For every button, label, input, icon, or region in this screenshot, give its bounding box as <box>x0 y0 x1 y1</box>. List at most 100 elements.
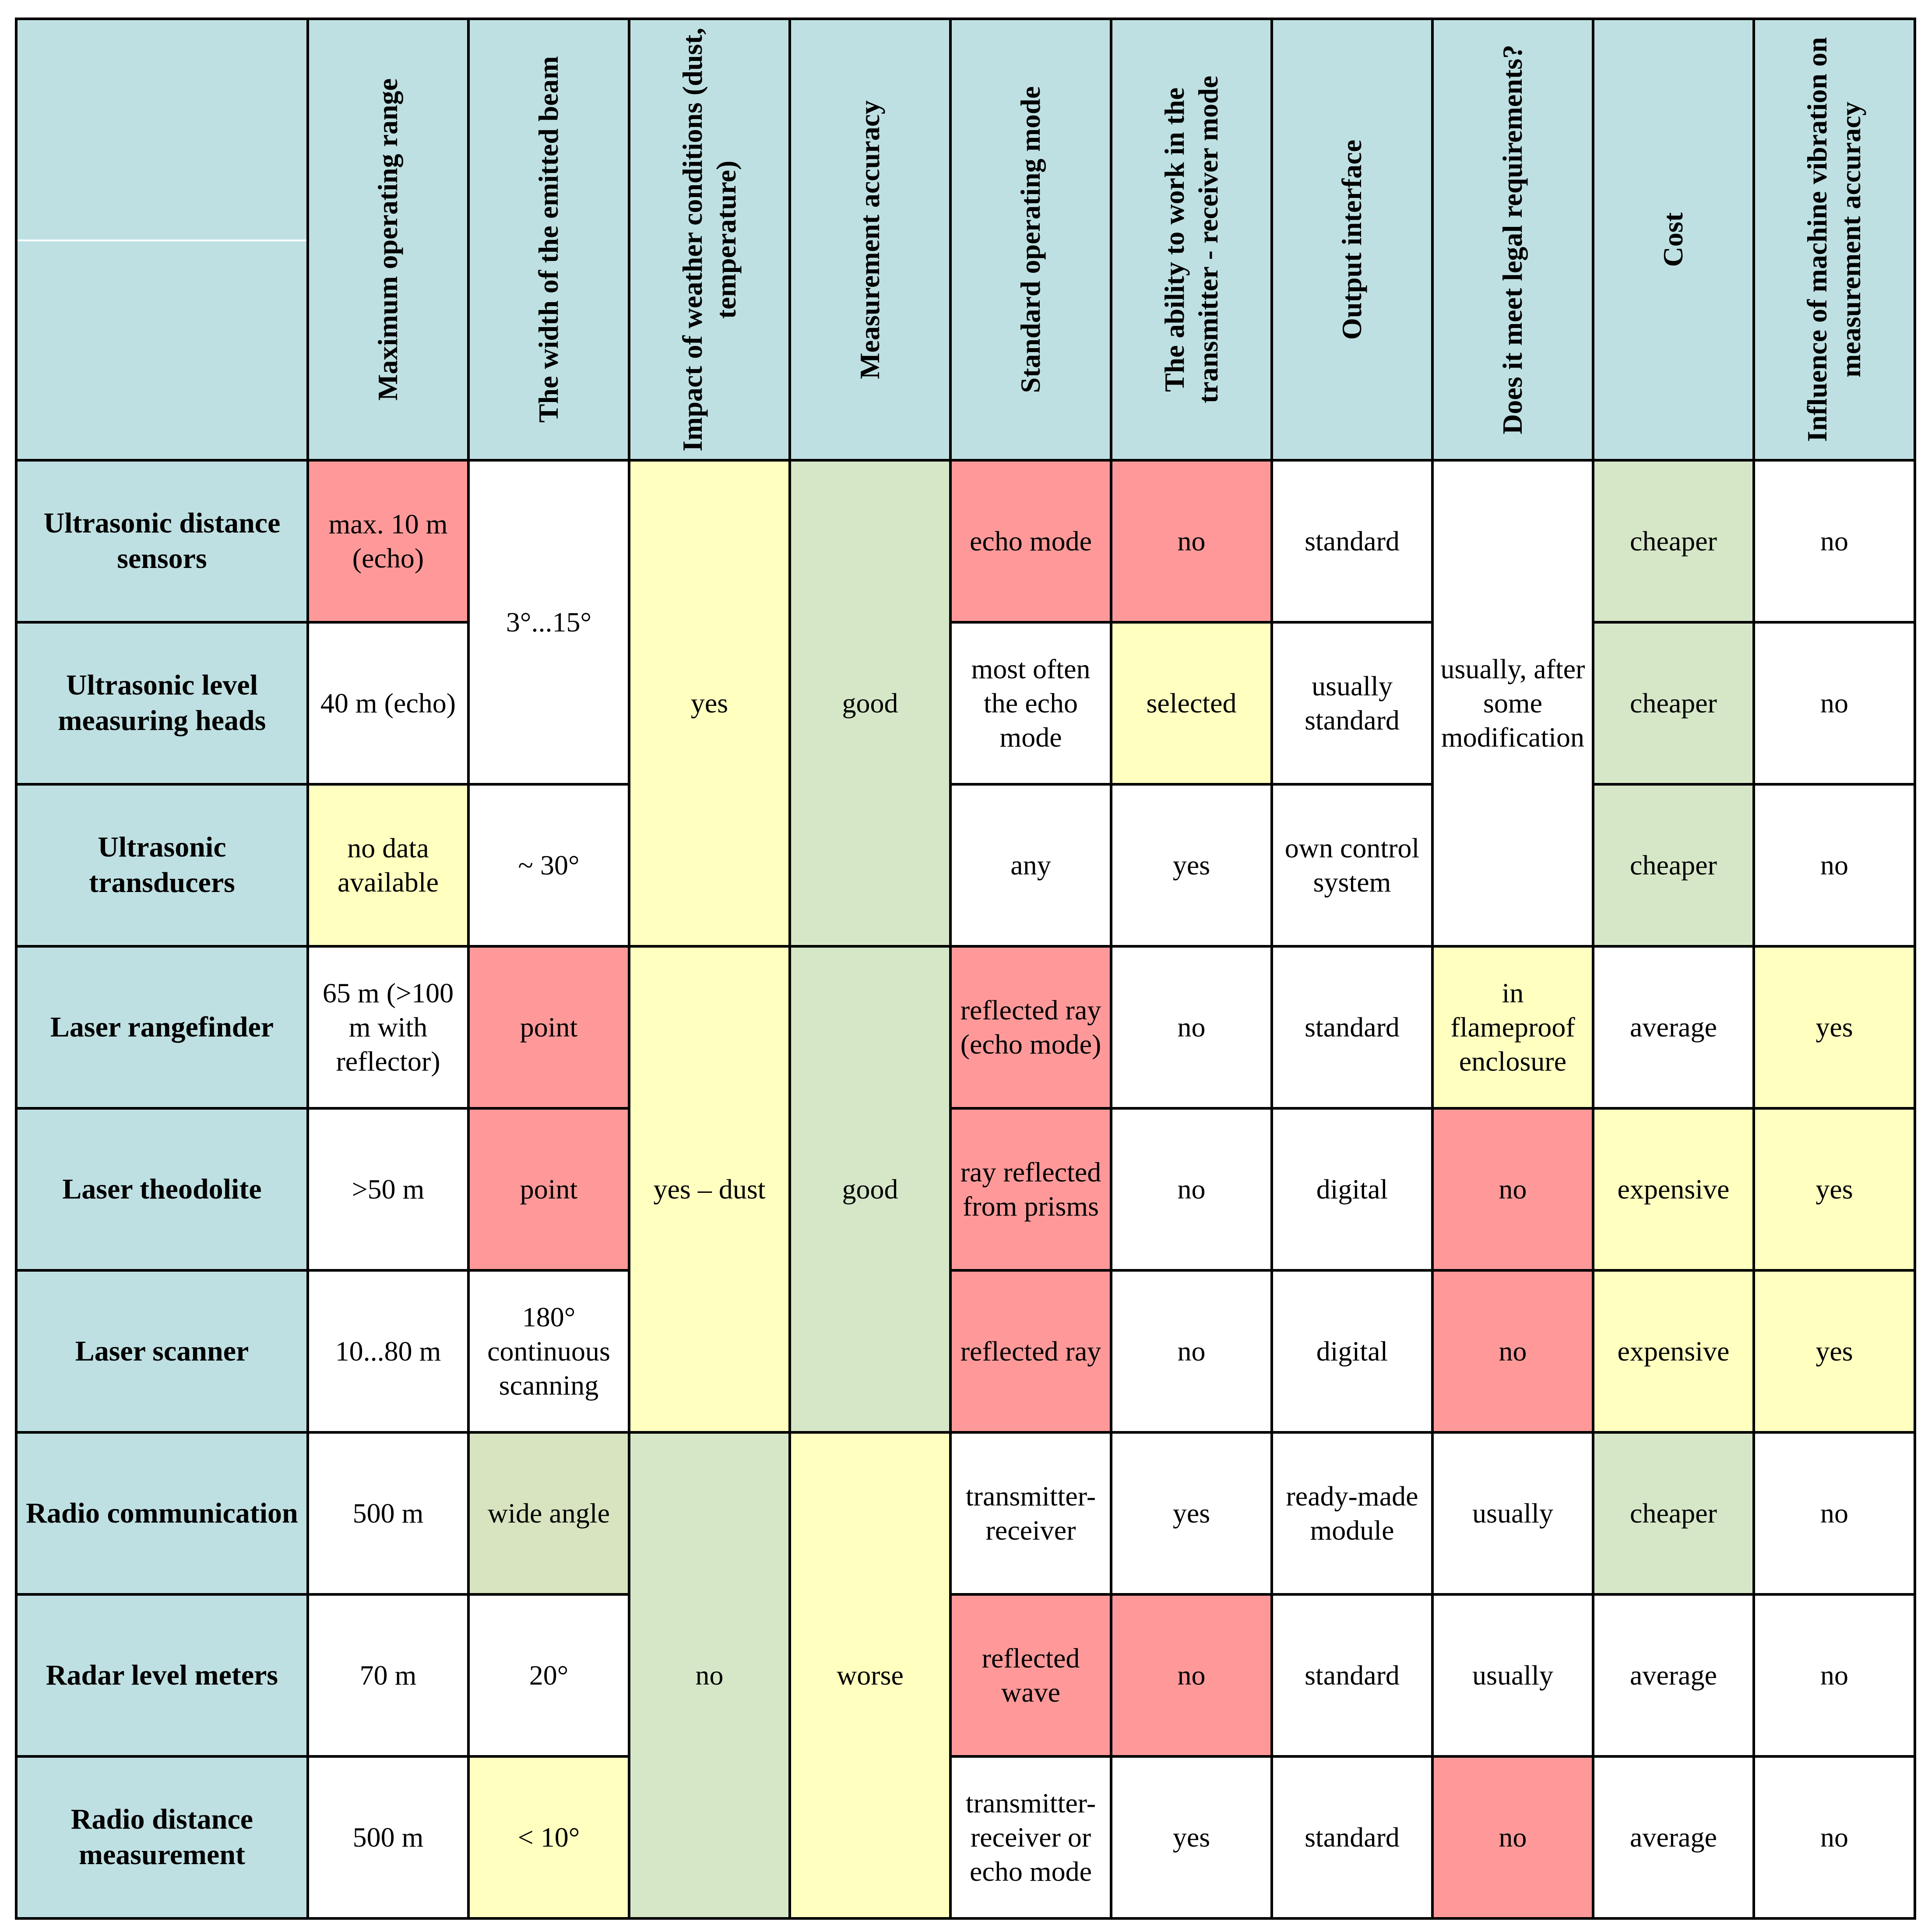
col-header-vibration: Influence of machine vibration on measur… <box>1752 18 1916 462</box>
cell-vibration: yes <box>1752 1107 1916 1272</box>
cell-vibration: no <box>1752 459 1916 624</box>
cell-txrx: yes <box>1110 1431 1273 1596</box>
col-header-mode: Standard operating mode <box>949 18 1112 462</box>
cell-vibration: no <box>1752 783 1916 948</box>
row-header: Radio communication <box>15 1431 309 1596</box>
cell-beam: point <box>467 1107 630 1272</box>
cell-beam: wide angle <box>467 1431 630 1596</box>
cell-txrx: no <box>1110 459 1273 624</box>
cell-range: no data available <box>306 783 470 948</box>
cell-cost: average <box>1592 945 1755 1110</box>
cell-cost: average <box>1592 1755 1755 1920</box>
cell-beam: 20° <box>467 1593 630 1758</box>
table-row: Laser theodolite >50 m point ray reflect… <box>15 1107 1916 1272</box>
cell-interface: standard <box>1270 945 1434 1110</box>
table-row: Radio distance measurement 500 m < 10° t… <box>15 1755 1916 1920</box>
row-header: Radio distance measurement <box>15 1755 309 1920</box>
cell-weather: no <box>628 1431 791 1920</box>
cell-beam: ~ 30° <box>467 783 630 948</box>
cell-txrx: yes <box>1110 1755 1273 1920</box>
table-row: Ultrasonic level measuring heads 40 m (e… <box>15 621 1916 786</box>
cell-range: 10...80 m <box>306 1269 470 1434</box>
cell-cost: average <box>1592 1593 1755 1758</box>
cell-legal: in flameproof enclosure <box>1431 945 1594 1110</box>
corner-cell <box>15 18 309 462</box>
cell-vibration: no <box>1752 621 1916 786</box>
cell-range: >50 m <box>306 1107 470 1272</box>
table-row: Ultrasonic transducers no data available… <box>15 783 1916 948</box>
cell-range: 500 m <box>306 1431 470 1596</box>
cell-cost: cheaper <box>1592 459 1755 624</box>
cell-vibration: no <box>1752 1593 1916 1758</box>
col-header-weather: Impact of weather conditions (dust, temp… <box>628 18 791 462</box>
cell-interface: usually standard <box>1270 621 1434 786</box>
cell-cost: cheaper <box>1592 783 1755 948</box>
cell-vibration: no <box>1752 1431 1916 1596</box>
col-header-accuracy: Measurement accuracy <box>788 18 952 462</box>
col-header-txrx: The ability to work in the transmitter -… <box>1110 18 1273 462</box>
cell-weather: yes <box>628 459 791 948</box>
cell-weather: yes – dust <box>628 945 791 1434</box>
cell-range: max. 10 m (echo) <box>306 459 470 624</box>
cell-mode: reflected ray (echo mode) <box>949 945 1112 1110</box>
table-row: Radar level meters 70 m 20° reflected wa… <box>15 1593 1916 1758</box>
cell-mode: reflected wave <box>949 1593 1112 1758</box>
cell-legal: no <box>1431 1269 1594 1434</box>
cell-legal: no <box>1431 1107 1594 1272</box>
cell-beam: 180° continuous scanning <box>467 1269 630 1434</box>
cell-beam: 3°...15° <box>467 459 630 786</box>
cell-accuracy: worse <box>788 1431 952 1920</box>
table-row: Radio communication 500 m wide angle no … <box>15 1431 1916 1920</box>
cell-vibration: no <box>1752 1755 1916 1920</box>
cell-mode: transmitter-receiver or echo mode <box>949 1755 1112 1920</box>
cell-range: 40 m (echo) <box>306 621 470 786</box>
table-row: Laser scanner 10...80 m 180° continuous … <box>15 1269 1916 1434</box>
cell-accuracy: good <box>788 945 952 1434</box>
cell-cost: expensive <box>1592 1269 1755 1434</box>
cell-interface: digital <box>1270 1269 1434 1434</box>
cell-range: 500 m <box>306 1755 470 1920</box>
cell-cost: expensive <box>1592 1107 1755 1272</box>
cell-legal: no <box>1431 1755 1594 1920</box>
col-header-beam: The width of the emitted beam <box>467 18 630 462</box>
cell-interface: ready-made module <box>1270 1431 1434 1596</box>
cell-interface: digital <box>1270 1107 1434 1272</box>
cell-range: 65 m (>100 m with reflector) <box>306 945 470 1110</box>
comparison-table: Maximum operating range The width of the… <box>15 18 1916 1920</box>
comparison-table-wrapper: Maximum operating range The width of the… <box>15 18 1916 1920</box>
row-header: Ultrasonic distance sensors <box>15 459 309 624</box>
cell-beam: point <box>467 945 630 1110</box>
cell-legal: usually <box>1431 1431 1594 1596</box>
row-header: Laser scanner <box>15 1269 309 1434</box>
cell-vibration: yes <box>1752 1269 1916 1434</box>
cell-txrx: yes <box>1110 783 1273 948</box>
col-header-cost: Cost <box>1592 18 1755 462</box>
cell-mode: ray reflected from prisms <box>949 1107 1112 1272</box>
cell-interface: standard <box>1270 459 1434 624</box>
table-row: Laser rangefinder 65 m (>100 m with refl… <box>15 945 1916 1434</box>
col-header-range: Maximum operating range <box>306 18 470 462</box>
cell-beam: < 10° <box>467 1755 630 1920</box>
row-header: Ultrasonic transducers <box>15 783 309 948</box>
cell-interface: standard <box>1270 1755 1434 1920</box>
cell-interface: own control system <box>1270 783 1434 948</box>
row-header: Laser rangefinder <box>15 945 309 1110</box>
cell-interface: standard <box>1270 1593 1434 1758</box>
table-row: Ultrasonic distance sensors max. 10 m (e… <box>15 459 1916 948</box>
row-header: Laser theodolite <box>15 1107 309 1272</box>
col-header-legal: Does it meet legal requirements? <box>1431 18 1594 462</box>
cell-mode: transmitter-receiver <box>949 1431 1112 1596</box>
cell-txrx: no <box>1110 1269 1273 1434</box>
cell-mode: reflected ray <box>949 1269 1112 1434</box>
row-header: Radar level meters <box>15 1593 309 1758</box>
cell-accuracy: good <box>788 459 952 948</box>
cell-txrx: no <box>1110 945 1273 1110</box>
row-header: Ultrasonic level measuring heads <box>15 621 309 786</box>
cell-txrx: no <box>1110 1107 1273 1272</box>
col-header-interface: Output interface <box>1270 18 1434 462</box>
cell-legal: usually <box>1431 1593 1594 1758</box>
cell-mode: most often the echo mode <box>949 621 1112 786</box>
cell-vibration: yes <box>1752 945 1916 1110</box>
header-row: Maximum operating range The width of the… <box>15 18 1916 462</box>
cell-mode: any <box>949 783 1112 948</box>
